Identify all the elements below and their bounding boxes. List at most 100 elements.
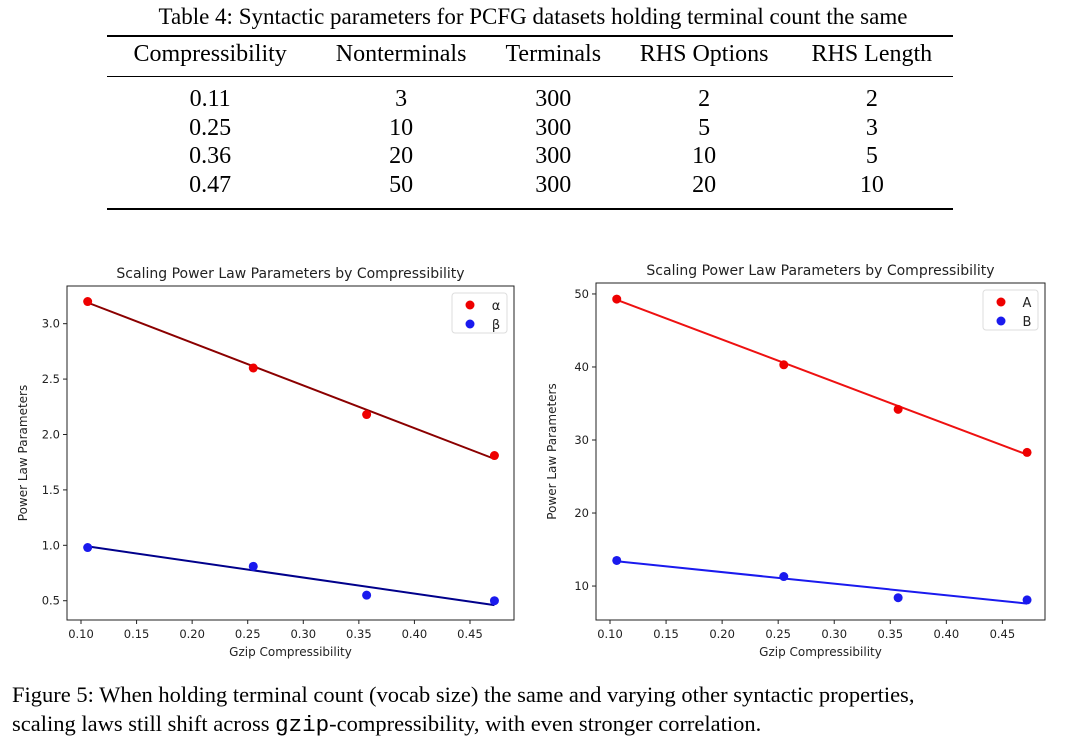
x-tick-label: 0.10 bbox=[68, 627, 94, 641]
caption-text: -compressibility, with even stronger cor… bbox=[329, 711, 762, 736]
plot-area bbox=[66, 285, 515, 621]
y-tick-label: 0.5 bbox=[42, 594, 60, 608]
y-tick-label: 1.5 bbox=[42, 483, 60, 497]
figure-charts: Scaling Power Law Parameters by Compress… bbox=[16, 263, 1046, 659]
table-cell: 20 bbox=[617, 171, 791, 210]
x-tick-label: 0.15 bbox=[653, 627, 679, 641]
legend-label: α bbox=[492, 299, 501, 314]
legend-marker bbox=[996, 297, 1006, 307]
col-header: Compressibility bbox=[107, 35, 314, 77]
legend-marker bbox=[465, 300, 475, 310]
fit-line-1 bbox=[87, 545, 495, 607]
col-header: Terminals bbox=[488, 35, 618, 77]
y-tick-label: 50 bbox=[574, 287, 589, 301]
x-tick-label: 0.25 bbox=[765, 627, 791, 641]
data-point bbox=[489, 451, 499, 461]
table-cell: 2 bbox=[865, 86, 878, 112]
caption-code: gzip bbox=[275, 712, 330, 738]
table-cell: 3 bbox=[395, 86, 408, 112]
table-cell: 3 bbox=[865, 114, 878, 141]
col-header: Nonterminals bbox=[313, 35, 489, 77]
table-row: 0.25 10 300 5 3 bbox=[107, 114, 953, 143]
x-tick-label: 0.20 bbox=[709, 627, 735, 641]
y-tick-label: 20 bbox=[574, 506, 589, 520]
data-point bbox=[1022, 595, 1032, 605]
fit-line-0 bbox=[87, 301, 495, 460]
data-point bbox=[893, 593, 903, 603]
legend-label: A bbox=[1023, 296, 1032, 311]
figure-caption: Figure 5: When holding terminal count (v… bbox=[12, 680, 1066, 740]
table-cell: 20 bbox=[389, 143, 414, 170]
table-cell: 2 bbox=[698, 86, 711, 112]
data-point bbox=[362, 410, 372, 420]
caption-line-2: scaling laws still shift across gzip-com… bbox=[12, 709, 1066, 740]
caption-line-1: Figure 5: When holding terminal count (v… bbox=[12, 682, 915, 707]
y-axis-label: Power Law Parameters bbox=[545, 383, 559, 519]
table-row: 0.47 50 300 20 10 bbox=[107, 171, 953, 210]
y-axis-label: Power Law Parameters bbox=[16, 385, 30, 521]
table-cell: 5 bbox=[865, 143, 878, 170]
legend-label: B bbox=[1023, 315, 1032, 330]
table-cell: 10 bbox=[692, 143, 717, 170]
fit-line-0 bbox=[616, 298, 1028, 456]
table-caption: Table 4: Syntactic parameters for PCFG d… bbox=[158, 4, 908, 29]
x-tick-label: 0.35 bbox=[877, 627, 903, 641]
legend-marker bbox=[996, 316, 1006, 326]
legend-marker bbox=[465, 319, 475, 329]
data-point bbox=[489, 596, 499, 606]
y-tick-label: 2.0 bbox=[42, 427, 60, 441]
col-header: RHS Length bbox=[790, 35, 953, 77]
fit-line-1 bbox=[616, 560, 1028, 605]
x-tick-label: 0.30 bbox=[290, 627, 316, 641]
table-cell: 300 bbox=[488, 171, 618, 210]
table-cell: 5 bbox=[698, 114, 711, 141]
y-tick-label: 1.0 bbox=[42, 538, 60, 552]
table-cell: 50 bbox=[313, 171, 489, 210]
data-point bbox=[612, 294, 622, 304]
table-cell: 300 bbox=[535, 143, 572, 170]
x-tick-label: 0.40 bbox=[934, 627, 960, 641]
x-tick-label: 0.20 bbox=[179, 627, 205, 641]
col-header: RHS Options bbox=[617, 35, 791, 77]
data-point bbox=[779, 572, 789, 582]
x-tick-label: 0.10 bbox=[597, 627, 623, 641]
data-point bbox=[362, 590, 372, 600]
y-tick-label: 30 bbox=[574, 433, 589, 447]
x-axis-label: Gzip Compressibility bbox=[229, 645, 352, 659]
y-tick-label: 40 bbox=[574, 360, 589, 374]
data-point bbox=[779, 360, 789, 370]
table-cell: 10 bbox=[790, 171, 953, 210]
x-tick-label: 0.30 bbox=[821, 627, 847, 641]
y-tick-label: 3.0 bbox=[42, 317, 60, 331]
data-point bbox=[612, 555, 622, 565]
table-cell: 0.36 bbox=[189, 143, 232, 170]
table-cell: 10 bbox=[389, 114, 414, 141]
y-tick-label: 2.5 bbox=[42, 372, 60, 386]
syntactic-parameters-table: Compressibility Nonterminals Terminals R… bbox=[107, 35, 953, 210]
table-cell: 300 bbox=[535, 114, 572, 141]
x-axis-label: Gzip Compressibility bbox=[759, 645, 882, 659]
legend-label: β bbox=[492, 318, 500, 333]
x-tick-label: 0.25 bbox=[235, 627, 261, 641]
table-cell: 300 bbox=[535, 86, 572, 112]
data-point bbox=[248, 363, 258, 373]
table-cell: 0.47 bbox=[107, 171, 314, 210]
data-point bbox=[83, 297, 93, 307]
table-cell: 0.25 bbox=[189, 114, 232, 141]
data-point bbox=[893, 404, 903, 414]
data-point bbox=[248, 561, 258, 571]
x-tick-label: 0.40 bbox=[402, 627, 428, 641]
x-tick-label: 0.45 bbox=[457, 627, 483, 641]
x-tick-label: 0.45 bbox=[990, 627, 1016, 641]
chart-title: Scaling Power Law Parameters by Compress… bbox=[646, 263, 994, 279]
data-point bbox=[83, 543, 93, 553]
table-row: 0.11 3 300 2 2 bbox=[107, 77, 953, 114]
y-tick-label: 10 bbox=[574, 579, 589, 593]
x-tick-label: 0.35 bbox=[346, 627, 372, 641]
x-tick-label: 0.15 bbox=[124, 627, 150, 641]
data-point bbox=[1022, 447, 1032, 457]
plot-area bbox=[595, 282, 1046, 621]
table-row: 0.36 20 300 10 5 bbox=[107, 142, 953, 171]
table-cell: 0.11 bbox=[189, 86, 231, 112]
caption-text: scaling laws still shift across bbox=[12, 711, 276, 736]
